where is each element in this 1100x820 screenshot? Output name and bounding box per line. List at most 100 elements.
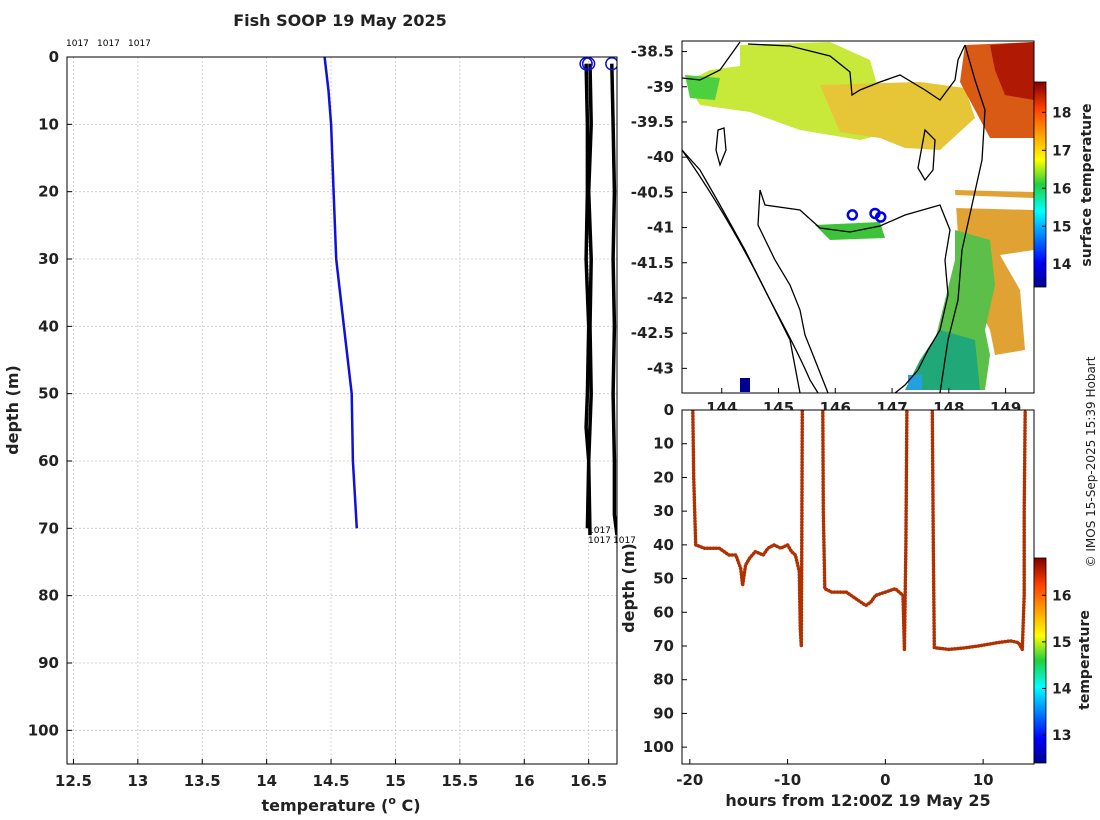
map-y-tick-label: -39 bbox=[647, 78, 674, 96]
timeseries-y-tick-label: 30 bbox=[653, 502, 674, 520]
coastlines bbox=[682, 41, 986, 393]
end-label: 1017 bbox=[588, 536, 611, 546]
profile-x-ticks: 12.5 13 13.5 14 14.5 15 15.5 16 16.5 bbox=[55, 759, 607, 790]
map-colorbar bbox=[1033, 81, 1047, 288]
end-label: 1017 bbox=[613, 536, 636, 546]
map-y-tick-label: -42 bbox=[647, 289, 674, 307]
profile-x-label-start: temperature ( bbox=[261, 796, 388, 815]
y-tick-label: 90 bbox=[38, 654, 59, 672]
timeseries-colorbar-label: temperature bbox=[1077, 610, 1093, 710]
y-tick-label: 20 bbox=[38, 183, 59, 201]
timeseries-y-tick-label: 70 bbox=[653, 637, 674, 655]
coast-king-island bbox=[715, 127, 727, 168]
y-tick-label: 100 bbox=[28, 721, 59, 739]
profile-y-label: depth (m) bbox=[3, 365, 22, 455]
x-tick-label: 12.5 bbox=[55, 772, 92, 790]
timeseries-y-tick-label: 0 bbox=[664, 401, 674, 419]
sst-patch bbox=[990, 42, 1034, 100]
map-colorbar-label: surface temperature bbox=[1079, 103, 1095, 266]
profile-end-labels: 1017 1017 1017 bbox=[588, 526, 636, 546]
x-tick-label: 13.5 bbox=[184, 772, 221, 790]
map-colorbar-tick-label: 17 bbox=[1052, 143, 1071, 159]
sst-patches bbox=[685, 42, 1034, 392]
profile-chart: 12.5 13 13.5 14 14.5 15 15.5 16 16.5 0 10 20 30 40 50… bbox=[3, 39, 636, 815]
y-tick-label: 60 bbox=[38, 452, 59, 470]
timeseries-colorbar-tick-label: 15 bbox=[1052, 635, 1071, 651]
top-label: 1017 bbox=[66, 39, 89, 49]
y-tick-label: 40 bbox=[38, 317, 59, 335]
timeseries-plot-area bbox=[682, 410, 1034, 764]
map-y-tick-label: -41.5 bbox=[631, 254, 674, 272]
map-chart: 144 145 146 147 148 149 -38.5-39-39.5-40-40.5… bbox=[631, 40, 1095, 417]
timeseries-line-dive-1 bbox=[691, 410, 804, 648]
timeseries-line-dive-2 bbox=[821, 410, 908, 651]
profile-series bbox=[323, 57, 617, 536]
map-layers bbox=[682, 41, 1034, 393]
fish-position-marker bbox=[846, 209, 859, 221]
top-label: 1017 bbox=[128, 39, 151, 49]
profile-start-marker bbox=[581, 57, 596, 71]
coast-victoria bbox=[682, 41, 966, 101]
y-tick-label: 80 bbox=[38, 587, 59, 605]
sst-patch bbox=[685, 75, 720, 100]
timeseries-x-ticks: -20 -10 0 10 bbox=[676, 759, 994, 789]
y-tick-label: 70 bbox=[38, 519, 59, 537]
timeseries-colorbar-tick-label: 16 bbox=[1052, 588, 1071, 604]
timeseries-colorbar-tick-label: 13 bbox=[1052, 728, 1071, 744]
series-line-1017-track-b bbox=[586, 63, 593, 536]
timeseries-x-tick-label: -10 bbox=[774, 771, 801, 789]
sst-patch bbox=[815, 222, 885, 240]
sst-patch bbox=[955, 195, 1034, 210]
series-line-1017-track-c bbox=[610, 63, 617, 536]
map-y-ticks: -38.5 -39 -39.5 -40 -40.5 -41 -41.5 -42 -42.5 -43 bbox=[631, 43, 687, 377]
series-line-mean-profile bbox=[323, 57, 359, 529]
timeseries-y-tick-label: 40 bbox=[653, 536, 674, 554]
timeseries-y-tick-label: 90 bbox=[653, 704, 674, 722]
timeseries-chart: -20 -10 0 10 0 10 20 30 40 50 60 70 80 90 100 hours f… bbox=[619, 401, 1093, 810]
x-tick-label: 13 bbox=[127, 772, 148, 790]
map-y-tick-label: -40 bbox=[647, 148, 674, 166]
timeseries-y-tick-label: 20 bbox=[653, 468, 674, 486]
fish-position-marker bbox=[874, 211, 887, 223]
timeseries-x-label: hours from 12:00Z 19 May 25 bbox=[725, 791, 990, 810]
timeseries-y-tick-label: 10 bbox=[653, 435, 674, 453]
timeseries-x-tick-label: 0 bbox=[880, 771, 890, 789]
timeseries-y-tick-label: 100 bbox=[643, 738, 674, 756]
map-y-tick-label: -38.5 bbox=[631, 43, 674, 61]
map-colorbar-tick-label: 14 bbox=[1052, 257, 1072, 273]
map-colorbar-tick-label: 15 bbox=[1052, 219, 1071, 235]
timeseries-y-ticks: 0 10 20 30 40 50 60 70 80 90 100 bbox=[643, 401, 687, 756]
profile-y-ticks: 0 10 20 30 40 50 60 70 80 90 100 bbox=[28, 48, 72, 739]
sst-patch bbox=[905, 330, 980, 390]
fish-positions bbox=[846, 207, 887, 223]
coast-tasmania bbox=[757, 189, 951, 393]
timeseries-colorbar-ticks: 13 14 15 16 bbox=[1042, 588, 1072, 744]
map-colorbar-ticks: 14 15 16 17 18 bbox=[1042, 105, 1072, 273]
x-tick-label: 16.5 bbox=[570, 772, 607, 790]
timeseries-series bbox=[691, 410, 1027, 652]
top-label: 1017 bbox=[97, 39, 120, 49]
timeseries-y-tick-label: 50 bbox=[653, 570, 674, 588]
x-tick-label: 14.5 bbox=[313, 772, 350, 790]
map-colorbar-tick-label: 18 bbox=[1052, 105, 1071, 121]
coast-flinders bbox=[917, 128, 936, 182]
map-y-tick-label: -41 bbox=[647, 219, 674, 237]
timeseries-x-tick-label: -20 bbox=[676, 771, 703, 789]
timeseries-y-label: depth (m) bbox=[619, 543, 638, 633]
y-tick-label: 50 bbox=[38, 385, 59, 403]
page-title: Fish SOOP 19 May 2025 bbox=[233, 11, 447, 30]
sst-patch bbox=[740, 378, 750, 392]
timeseries-y-tick-label: 60 bbox=[653, 603, 674, 621]
shelf-west bbox=[682, 149, 801, 393]
end-label: 1017 bbox=[588, 526, 611, 536]
profile-plot-area bbox=[67, 57, 617, 764]
profile-x-label-end: C) bbox=[396, 796, 421, 815]
timeseries-line-dive-3 bbox=[931, 410, 1027, 651]
x-tick-label: 15 bbox=[385, 772, 406, 790]
timeseries-x-tick-label: 10 bbox=[973, 771, 994, 789]
sst-patch bbox=[908, 375, 922, 390]
profile-frame bbox=[66, 56, 618, 765]
profile-x-label-sup: o bbox=[388, 794, 396, 807]
y-tick-label: 0 bbox=[49, 48, 59, 66]
